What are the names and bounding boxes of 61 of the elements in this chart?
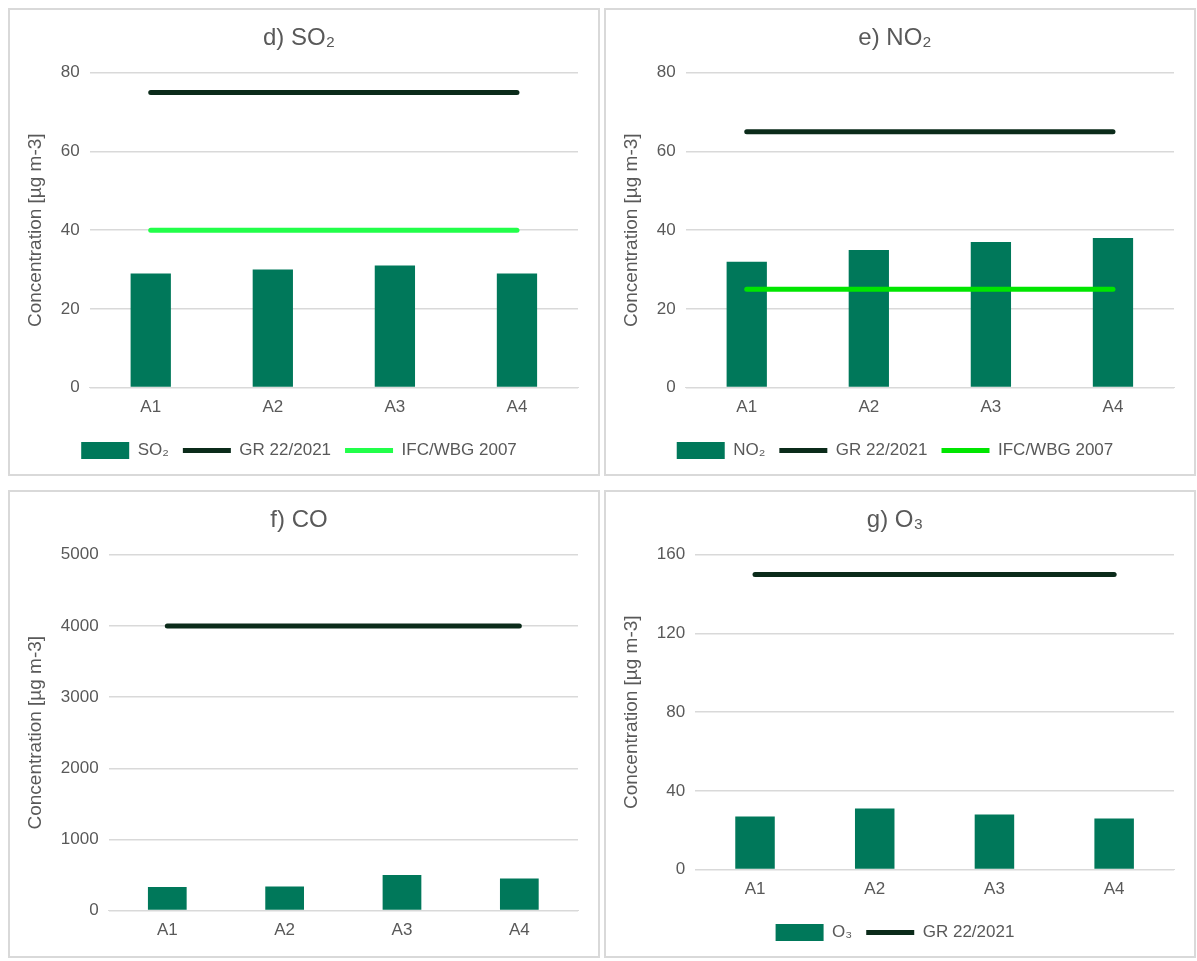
y-axis-title: Concentration [µg m-3] bbox=[619, 133, 641, 328]
x-tick-label: A2 bbox=[858, 397, 880, 417]
x-tick-label: A1 bbox=[736, 397, 758, 417]
x-tick-label: A3 bbox=[980, 397, 1002, 417]
x-tick-label: A3 bbox=[384, 397, 406, 417]
y-tick-label: 40 bbox=[666, 780, 686, 800]
x-tick-label: A1 bbox=[156, 920, 178, 940]
y-axis-title: Concentration [µg m-3] bbox=[619, 615, 641, 810]
legend-label: IFC/WBG 2007 bbox=[401, 440, 517, 460]
y-tick-label: 60 bbox=[60, 141, 80, 161]
chart-title: e) NO₂ bbox=[858, 23, 932, 51]
y-tick-label: 20 bbox=[60, 298, 80, 318]
y-tick-label: 80 bbox=[60, 62, 80, 82]
chart-title: d) SO₂ bbox=[263, 23, 335, 51]
bar bbox=[1094, 818, 1134, 869]
chart-title: f) CO bbox=[270, 505, 328, 533]
x-tick-label: A1 bbox=[140, 397, 162, 417]
legend-label: SO₂ bbox=[137, 440, 169, 460]
bar bbox=[265, 886, 304, 910]
x-tick-label: A3 bbox=[391, 920, 413, 940]
x-tick-label: A2 bbox=[262, 397, 284, 417]
y-axis-title: Concentration [µg m-3] bbox=[23, 635, 45, 830]
x-tick-label: A2 bbox=[274, 920, 296, 940]
y-tick-label: 0 bbox=[666, 377, 676, 397]
x-tick-label: A4 bbox=[1102, 397, 1124, 417]
x-tick-label: A1 bbox=[744, 879, 766, 899]
y-tick-label: 20 bbox=[656, 298, 676, 318]
y-tick-label: 3000 bbox=[60, 686, 99, 706]
bar bbox=[735, 816, 775, 869]
y-tick-label: 60 bbox=[656, 141, 676, 161]
bar bbox=[147, 887, 187, 910]
x-tick-label: A2 bbox=[864, 879, 886, 899]
legend-label: GR 22/2021 bbox=[835, 440, 928, 460]
y-tick-label: 4000 bbox=[60, 615, 99, 635]
x-tick-label: A3 bbox=[984, 879, 1005, 899]
y-tick-label: 0 bbox=[675, 859, 686, 879]
y-tick-label: 120 bbox=[656, 623, 686, 643]
y-tick-label: 2000 bbox=[60, 757, 99, 777]
y-axis-title: Concentration [µg m-3] bbox=[23, 133, 45, 328]
bar bbox=[974, 814, 1015, 869]
x-tick-label: A4 bbox=[506, 397, 528, 417]
y-tick-label: 0 bbox=[70, 377, 80, 397]
y-tick-label: 80 bbox=[656, 62, 676, 82]
y-tick-label: 160 bbox=[656, 544, 686, 564]
x-tick-label: A4 bbox=[1103, 879, 1125, 899]
legend-label: GR 22/2021 bbox=[239, 440, 332, 460]
y-tick-label: 40 bbox=[60, 219, 80, 239]
bar bbox=[854, 808, 895, 869]
y-tick-label: 40 bbox=[656, 219, 676, 239]
legend-label: O₃ bbox=[832, 922, 853, 942]
y-tick-label: 0 bbox=[89, 900, 99, 920]
chart-title: g) O₃ bbox=[866, 505, 924, 533]
legend-label: GR 22/2021 bbox=[922, 922, 1015, 942]
legend-label: IFC/WBG 2007 bbox=[998, 440, 1114, 460]
bar bbox=[382, 875, 422, 910]
x-tick-label: A4 bbox=[508, 920, 530, 940]
y-tick-label: 1000 bbox=[60, 829, 99, 849]
bar bbox=[499, 878, 539, 910]
y-tick-label: 80 bbox=[666, 701, 686, 721]
y-tick-label: 5000 bbox=[60, 544, 99, 564]
legend-label: NO₂ bbox=[733, 440, 766, 460]
